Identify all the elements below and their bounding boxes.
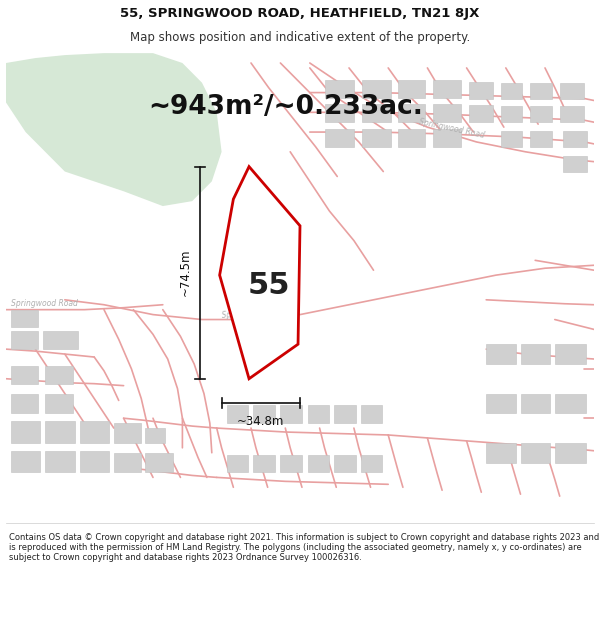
- Bar: [11, 451, 40, 472]
- Bar: [486, 443, 515, 462]
- Bar: [530, 106, 552, 123]
- Bar: [79, 421, 109, 443]
- Bar: [280, 455, 302, 472]
- Bar: [560, 106, 584, 123]
- Bar: [325, 80, 354, 98]
- Bar: [280, 406, 302, 423]
- Bar: [530, 131, 552, 147]
- Bar: [530, 82, 552, 99]
- Bar: [308, 406, 329, 423]
- Bar: [501, 106, 523, 123]
- Bar: [555, 394, 586, 413]
- Bar: [486, 344, 515, 364]
- Bar: [45, 451, 74, 472]
- Bar: [555, 344, 586, 364]
- Bar: [501, 131, 523, 147]
- Bar: [145, 452, 173, 472]
- Bar: [253, 455, 275, 472]
- Bar: [521, 394, 550, 413]
- Bar: [469, 82, 493, 99]
- Bar: [11, 331, 38, 349]
- Text: 55: 55: [247, 271, 290, 299]
- Text: ~74.5m: ~74.5m: [179, 249, 192, 296]
- Bar: [79, 451, 109, 472]
- Text: 55, SPRINGWOOD ROAD, HEATHFIELD, TN21 8JX: 55, SPRINGWOOD ROAD, HEATHFIELD, TN21 8J…: [121, 8, 479, 21]
- Bar: [114, 452, 141, 472]
- Bar: [555, 443, 586, 462]
- Bar: [11, 309, 38, 328]
- Polygon shape: [220, 167, 300, 379]
- Bar: [361, 406, 382, 423]
- Bar: [11, 394, 38, 413]
- Bar: [308, 455, 329, 472]
- Bar: [114, 423, 141, 443]
- Bar: [521, 443, 550, 462]
- Bar: [398, 104, 425, 122]
- Bar: [145, 428, 165, 443]
- Text: Springwood Road: Springwood Road: [221, 306, 289, 319]
- Bar: [362, 80, 391, 98]
- Bar: [227, 406, 248, 423]
- Text: ~34.8m: ~34.8m: [237, 414, 284, 428]
- Bar: [433, 104, 461, 122]
- Bar: [43, 331, 77, 349]
- Bar: [560, 82, 584, 99]
- Bar: [362, 104, 391, 122]
- Text: Map shows position and indicative extent of the property.: Map shows position and indicative extent…: [130, 31, 470, 44]
- Bar: [521, 344, 550, 364]
- Bar: [45, 394, 73, 413]
- Bar: [11, 366, 38, 384]
- Bar: [501, 82, 523, 99]
- Bar: [398, 129, 425, 147]
- Bar: [563, 131, 587, 147]
- Bar: [334, 455, 356, 472]
- Bar: [253, 406, 275, 423]
- Text: ~943m²/~0.233ac.: ~943m²/~0.233ac.: [148, 94, 423, 121]
- Bar: [469, 106, 493, 122]
- Bar: [433, 80, 461, 98]
- Bar: [45, 366, 73, 384]
- Bar: [325, 129, 354, 147]
- Bar: [563, 156, 587, 171]
- Bar: [361, 455, 382, 472]
- Text: Springwood Road: Springwood Road: [11, 299, 78, 308]
- Bar: [362, 129, 391, 147]
- Bar: [334, 406, 356, 423]
- Bar: [11, 421, 40, 443]
- Text: Springwood Road: Springwood Road: [418, 118, 485, 140]
- Polygon shape: [6, 53, 221, 206]
- Bar: [398, 80, 425, 98]
- Text: Contains OS data © Crown copyright and database right 2021. This information is : Contains OS data © Crown copyright and d…: [9, 532, 599, 562]
- Bar: [325, 104, 354, 122]
- Bar: [227, 455, 248, 472]
- Bar: [486, 394, 515, 413]
- Bar: [433, 129, 461, 147]
- Bar: [45, 421, 74, 443]
